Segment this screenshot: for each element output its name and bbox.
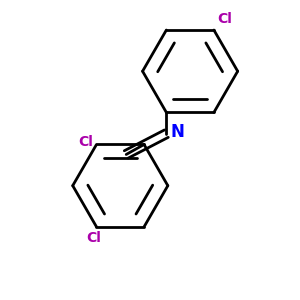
Text: Cl: Cl: [86, 231, 101, 245]
Text: N: N: [171, 123, 185, 141]
Text: Cl: Cl: [218, 13, 232, 26]
Text: Cl: Cl: [78, 135, 93, 149]
